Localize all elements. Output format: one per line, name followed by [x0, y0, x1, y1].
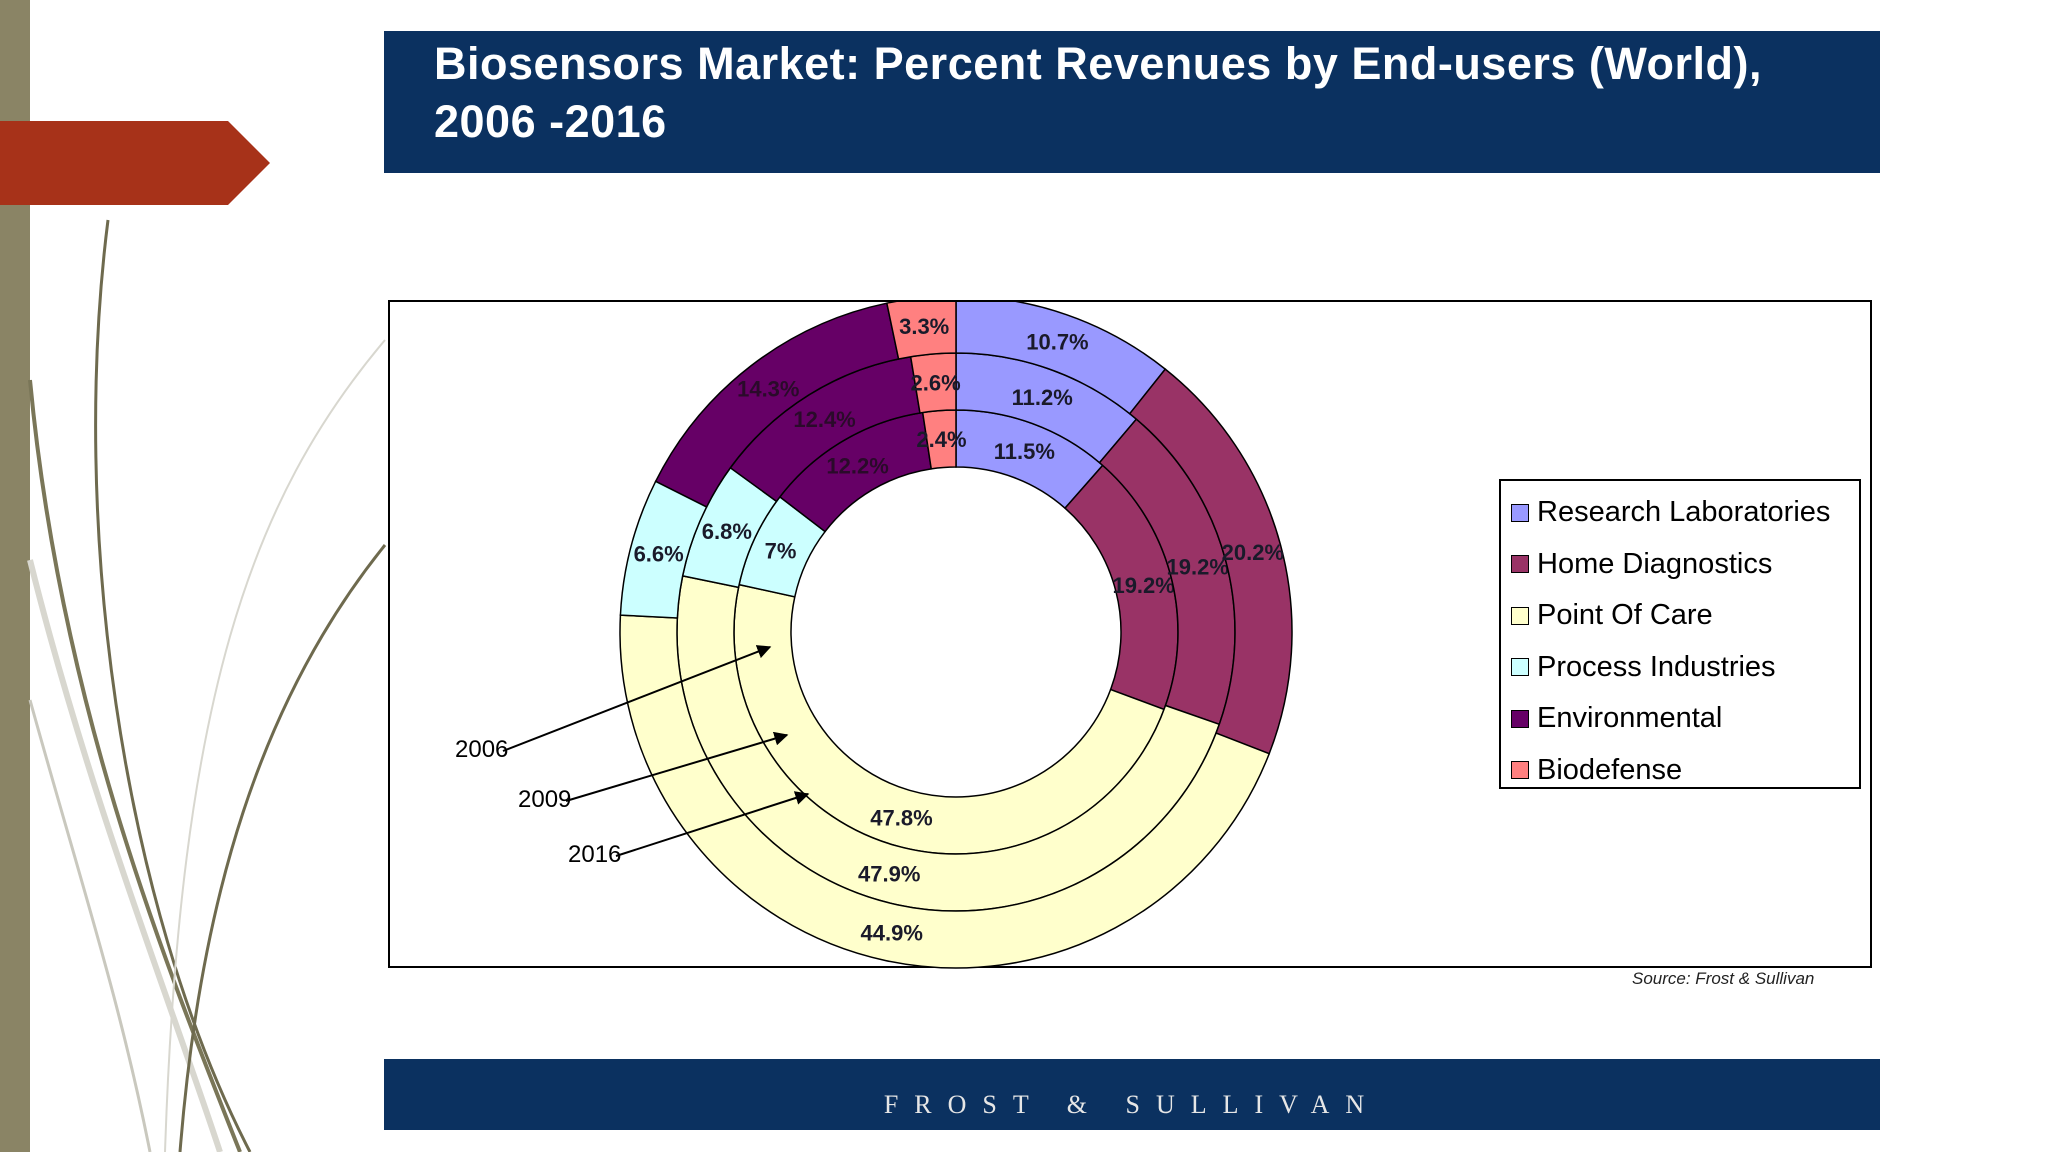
title-banner: Biosensors Market: Percent Revenues by E… — [384, 31, 1880, 173]
legend-label-home-diagnostics: Home Diagnostics — [1537, 547, 1773, 580]
legend-item-environmental: Environmental — [1501, 693, 1859, 745]
data-label-2016-home-diagnostics: 20.2% — [1222, 540, 1284, 565]
slice-2016-biodefense — [885, 302, 957, 360]
footer-banner: FROST & SULLIVAN — [384, 1059, 1880, 1130]
data-label-2009-environmental: 12.4% — [793, 407, 855, 432]
data-label-2006-environmental: 12.2% — [826, 453, 888, 478]
page-title: Biosensors Market: Percent Revenues by E… — [434, 38, 1763, 147]
legend-label-point-of-care: Point Of Care — [1537, 599, 1713, 632]
data-label-2006-process-industries: 7% — [765, 539, 797, 564]
chart-legend: Research Laboratories Home Diagnostics Poi… — [1499, 479, 1861, 789]
data-label-2009-biodefense: 2.6% — [911, 370, 961, 395]
data-label-2009-point-of-care: 47.9% — [858, 861, 920, 886]
legend-swatch-research-laboratories — [1511, 503, 1529, 522]
legend-swatch-process-industries — [1511, 658, 1529, 677]
data-label-2016-process-industries: 6.6% — [634, 542, 684, 567]
data-label-2006-point-of-care: 47.8% — [870, 806, 932, 831]
arrow-tab-decoration — [0, 121, 270, 205]
decorative-curves — [27, 219, 387, 1152]
legend-item-point-of-care: Point Of Care — [1501, 590, 1859, 642]
legend-item-process-industries: Process Industries — [1501, 642, 1859, 694]
ring-label-2016: 2016 — [568, 841, 621, 868]
data-label-2006-biodefense: 2.4% — [916, 427, 966, 452]
data-label-2016-point-of-care: 44.9% — [861, 921, 923, 946]
ring-label-2009: 2009 — [518, 786, 571, 813]
data-label-2009-home-diagnostics: 19.2% — [1167, 554, 1229, 579]
data-label-2016-biodefense: 3.3% — [899, 314, 949, 339]
legend-label-research-laboratories: Research Laboratories — [1537, 496, 1831, 529]
legend-swatch-environmental — [1511, 709, 1529, 728]
ring-pointer-2009 — [565, 731, 789, 802]
legend-swatch-home-diagnostics — [1511, 555, 1529, 574]
data-label-2016-environmental: 14.3% — [737, 376, 799, 401]
ring-pointer-2006 — [502, 645, 772, 752]
legend-item-biodefense: Biodefense — [1501, 745, 1859, 797]
ring-label-2006: 2006 — [455, 736, 508, 763]
data-label-2009-process-industries: 6.8% — [702, 519, 752, 544]
chart-canvas: 11.5% 19.2% 47.8% 7% 12.2% 2.4% 11.2% 19.2% 47.9… — [455, 302, 1293, 969]
legend-swatch-biodefense — [1511, 761, 1529, 780]
data-label-2009-research-laboratories: 11.2% — [1012, 385, 1073, 410]
footer-brand: FROST & SULLIVAN — [883, 1090, 1381, 1119]
slice-2016-point-of-care — [619, 614, 1271, 969]
legend-item-research-laboratories: Research Laboratories — [1501, 487, 1859, 539]
legend-label-environmental: Environmental — [1537, 702, 1723, 735]
ring-pointer-2016 — [615, 791, 810, 857]
legend-swatch-point-of-care — [1511, 606, 1529, 625]
data-label-2006-home-diagnostics: 19.2% — [1112, 573, 1174, 598]
donut-chart: 11.5% 19.2% 47.8% 7% 12.2% 2.4% 11.2% 19.2% 47.9… — [388, 300, 1872, 969]
legend-label-process-industries: Process Industries — [1537, 650, 1776, 683]
data-label-2016-research-laboratories: 10.7% — [1026, 330, 1088, 355]
data-label-2006-research-laboratories: 11.5% — [994, 439, 1055, 464]
legend-item-home-diagnostics: Home Diagnostics — [1501, 539, 1859, 591]
source-note: Source: Frost & Sullivan — [1632, 969, 1815, 988]
legend-label-biodefense: Biodefense — [1537, 753, 1683, 786]
